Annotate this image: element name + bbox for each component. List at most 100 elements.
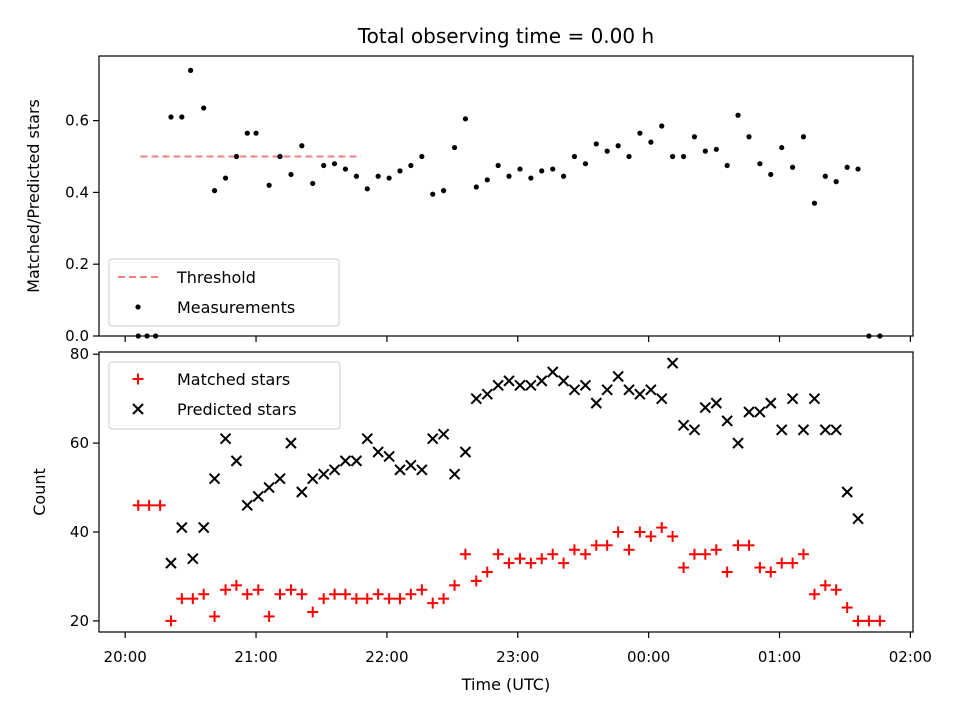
predicted-point-b bbox=[317, 468, 330, 480]
bottom-y-tick-label: 60 bbox=[70, 434, 89, 452]
predicted-point-b bbox=[645, 384, 657, 396]
matched-point bbox=[514, 553, 526, 565]
matched-point bbox=[601, 539, 613, 551]
matched-legend-swatch bbox=[132, 373, 144, 385]
matched-point bbox=[132, 499, 144, 511]
measurement-point bbox=[822, 173, 828, 179]
predicted-point bbox=[296, 486, 308, 498]
measurement-point bbox=[299, 143, 305, 149]
predicted-point-b bbox=[808, 392, 821, 405]
measurement-point bbox=[539, 168, 545, 174]
predicted-point bbox=[797, 424, 810, 436]
bottom-legend: Matched stars Predicted stars bbox=[108, 361, 341, 430]
predicted-point bbox=[612, 370, 624, 383]
top-y-tick-label: 0.4 bbox=[65, 183, 89, 201]
measurement-point bbox=[321, 162, 327, 169]
predicted-point-b bbox=[797, 424, 810, 436]
predicted-point-b bbox=[328, 464, 341, 476]
measurement-point bbox=[386, 175, 392, 181]
predicted-point bbox=[830, 424, 842, 436]
predicted-point bbox=[601, 384, 613, 396]
matched-point bbox=[329, 588, 341, 600]
predicted-point-b bbox=[634, 388, 646, 400]
matched-legend-label: Matched stars bbox=[177, 370, 290, 389]
predicted-point bbox=[568, 384, 581, 396]
predicted-swatch-mark bbox=[132, 403, 144, 415]
matched-point bbox=[525, 557, 537, 569]
measurement-point bbox=[615, 143, 621, 149]
predicted-point-b bbox=[830, 424, 842, 436]
predicted-point bbox=[394, 464, 406, 476]
measurement-point bbox=[188, 67, 194, 73]
matched-point bbox=[841, 602, 853, 614]
predicted-point bbox=[230, 455, 243, 467]
top-legend-frame bbox=[108, 258, 340, 327]
x-tick-label: 21:00 bbox=[234, 648, 277, 666]
predicted-point bbox=[765, 397, 777, 409]
predicted-point bbox=[208, 472, 221, 485]
matched-point bbox=[438, 593, 450, 605]
matched-point bbox=[154, 499, 166, 511]
predicted-point-b bbox=[623, 384, 635, 396]
measurement-point bbox=[528, 175, 534, 181]
matched-point bbox=[787, 557, 799, 569]
predicted-point bbox=[470, 392, 483, 405]
matched-point bbox=[176, 593, 188, 605]
predicted-point-b bbox=[405, 459, 417, 472]
predicted-point bbox=[405, 459, 417, 472]
predicted-point-b bbox=[350, 455, 363, 467]
predicted-point-b bbox=[241, 499, 253, 512]
predicted-point-b bbox=[503, 375, 515, 387]
predicted-point-b bbox=[296, 486, 308, 498]
predicted-point bbox=[274, 472, 286, 485]
matched-swatch-mark bbox=[132, 373, 144, 385]
predicted-point bbox=[514, 379, 526, 392]
bottom-y-tick-label: 20 bbox=[70, 612, 89, 630]
predicted-point-b bbox=[852, 512, 864, 525]
matched-point bbox=[776, 557, 788, 569]
predicted-point bbox=[317, 468, 330, 480]
matched-point bbox=[547, 548, 559, 560]
predicted-point-b bbox=[470, 392, 483, 405]
predicted-point-b bbox=[263, 481, 275, 494]
predicted-point bbox=[165, 557, 177, 569]
predicted-point-b bbox=[754, 406, 766, 418]
matched-point bbox=[339, 588, 351, 600]
predicted-point-b bbox=[743, 406, 755, 418]
top-title: Total observing time = 0.00 h bbox=[357, 24, 654, 48]
predicted-point bbox=[721, 415, 733, 427]
predicted-point-b bbox=[339, 455, 352, 467]
measurement-point bbox=[408, 162, 414, 169]
x-tick-label: 20:00 bbox=[104, 648, 147, 666]
predicted-point-b bbox=[427, 432, 439, 445]
matched-point bbox=[710, 544, 722, 556]
measurement-point bbox=[593, 141, 599, 147]
matched-point bbox=[699, 548, 711, 560]
predicted-point bbox=[481, 388, 493, 400]
matched-point bbox=[874, 615, 886, 627]
predicted-point-b bbox=[536, 375, 548, 387]
predicted-point bbox=[699, 401, 712, 414]
predicted-point bbox=[219, 432, 232, 445]
matched-point bbox=[143, 499, 155, 511]
predicted-point bbox=[252, 490, 264, 503]
measurement-point bbox=[201, 105, 207, 111]
measurement-point bbox=[659, 123, 665, 129]
predicted-point bbox=[808, 392, 821, 405]
matched-point bbox=[568, 544, 580, 556]
measurement-point bbox=[811, 200, 818, 206]
predicted-point-b bbox=[557, 375, 570, 387]
predicted-point-b bbox=[307, 472, 319, 485]
top-y-tick-label: 0.2 bbox=[65, 255, 89, 273]
predicted-point bbox=[492, 379, 504, 392]
measurement-point bbox=[517, 166, 523, 172]
measurement-point bbox=[626, 153, 632, 160]
predicted-point bbox=[372, 446, 384, 458]
predicted-point bbox=[645, 384, 657, 396]
predicted-point-b bbox=[688, 424, 701, 436]
matched-point bbox=[383, 593, 395, 605]
top-marks bbox=[135, 67, 883, 339]
matched-point bbox=[220, 584, 232, 596]
measurement-point bbox=[757, 161, 763, 167]
measurement-point bbox=[342, 166, 349, 172]
